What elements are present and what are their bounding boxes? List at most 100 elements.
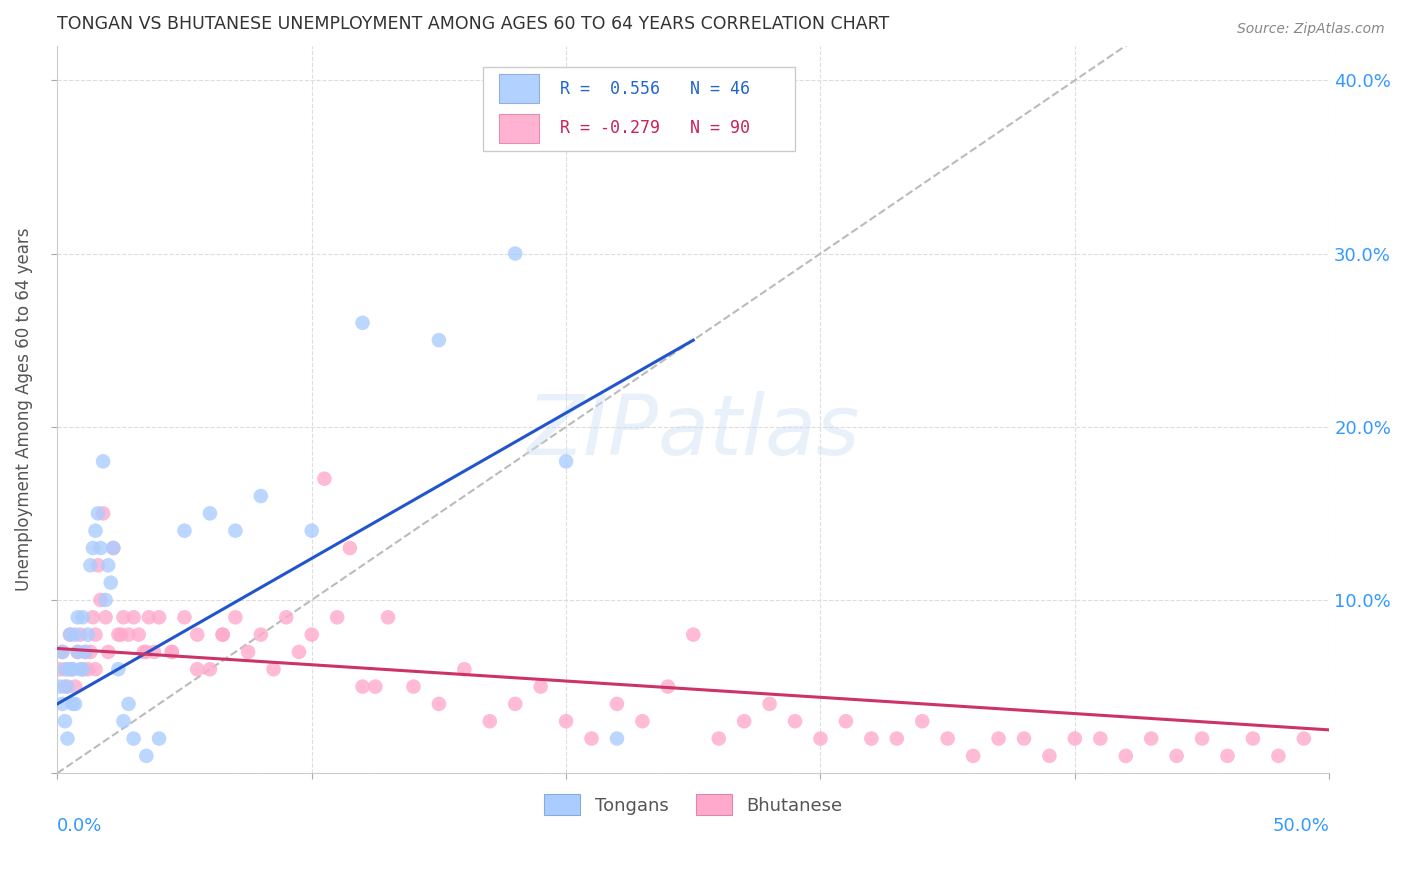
Point xyxy=(860,731,883,746)
Point xyxy=(160,645,183,659)
Point xyxy=(63,697,86,711)
Point xyxy=(63,680,86,694)
Point xyxy=(911,714,934,729)
Point xyxy=(1292,731,1315,746)
Point xyxy=(987,731,1010,746)
Point xyxy=(103,541,125,555)
Point xyxy=(453,662,475,676)
Point xyxy=(186,662,208,676)
Text: Source: ZipAtlas.com: Source: ZipAtlas.com xyxy=(1237,22,1385,37)
Point xyxy=(148,731,170,746)
Point xyxy=(122,610,145,624)
Point xyxy=(301,627,323,641)
Point xyxy=(186,627,208,641)
FancyBboxPatch shape xyxy=(499,74,540,103)
Point xyxy=(87,507,110,521)
Point xyxy=(135,645,157,659)
Point xyxy=(962,748,984,763)
Point xyxy=(143,645,166,659)
Point xyxy=(128,627,150,641)
Point xyxy=(198,507,221,521)
Point xyxy=(263,662,285,676)
Point xyxy=(49,680,72,694)
Point xyxy=(352,680,374,694)
Legend: Tongans, Bhutanese: Tongans, Bhutanese xyxy=(537,787,849,822)
Point xyxy=(107,662,129,676)
Point xyxy=(112,714,135,729)
Point xyxy=(503,246,526,260)
Point xyxy=(62,697,84,711)
Point xyxy=(69,627,91,641)
Point xyxy=(1166,748,1188,763)
Point xyxy=(110,627,132,641)
Point xyxy=(94,610,117,624)
Point xyxy=(1063,731,1085,746)
Point xyxy=(91,507,114,521)
Point xyxy=(53,680,76,694)
Point xyxy=(326,610,349,624)
Point xyxy=(783,714,806,729)
Point xyxy=(148,610,170,624)
Point xyxy=(97,558,120,573)
Point xyxy=(75,645,97,659)
Point xyxy=(1038,748,1060,763)
Point xyxy=(100,575,122,590)
Point xyxy=(79,645,101,659)
Point xyxy=(352,316,374,330)
Point xyxy=(122,731,145,746)
Point xyxy=(135,748,157,763)
Point xyxy=(503,697,526,711)
Point xyxy=(66,645,89,659)
Point xyxy=(59,662,82,676)
Point xyxy=(427,697,450,711)
Point xyxy=(76,627,98,641)
Point xyxy=(606,731,628,746)
Point xyxy=(66,645,89,659)
Point xyxy=(606,697,628,711)
Point xyxy=(62,662,84,676)
Point xyxy=(173,524,195,538)
Text: 50.0%: 50.0% xyxy=(1272,817,1329,835)
Point xyxy=(132,645,155,659)
Point xyxy=(79,558,101,573)
Point xyxy=(657,680,679,694)
Point xyxy=(72,662,94,676)
Point xyxy=(1241,731,1264,746)
Point xyxy=(581,731,603,746)
Point xyxy=(707,731,730,746)
Point xyxy=(1115,748,1137,763)
Point xyxy=(62,662,84,676)
Text: 0.0%: 0.0% xyxy=(58,817,103,835)
Point xyxy=(82,610,104,624)
Text: R =  0.556   N = 46: R = 0.556 N = 46 xyxy=(560,79,749,98)
Point xyxy=(76,662,98,676)
Point xyxy=(75,645,97,659)
Point xyxy=(117,697,139,711)
Point xyxy=(478,714,501,729)
Point xyxy=(1012,731,1035,746)
Point xyxy=(211,627,233,641)
Point xyxy=(51,645,73,659)
Point xyxy=(91,454,114,468)
Point xyxy=(72,662,94,676)
Point xyxy=(250,489,273,503)
Point xyxy=(1140,731,1163,746)
Point xyxy=(107,627,129,641)
Point xyxy=(103,541,125,555)
Point xyxy=(886,731,908,746)
Point xyxy=(276,610,298,624)
Point xyxy=(250,627,273,641)
Point xyxy=(66,610,89,624)
Point xyxy=(555,714,578,729)
Point xyxy=(112,610,135,624)
Point xyxy=(314,472,336,486)
Point xyxy=(427,333,450,347)
Point xyxy=(733,714,755,729)
Point xyxy=(198,662,221,676)
Point xyxy=(72,610,94,624)
Point xyxy=(1191,731,1213,746)
Text: R = -0.279   N = 90: R = -0.279 N = 90 xyxy=(560,120,749,137)
Point xyxy=(117,627,139,641)
Point xyxy=(97,645,120,659)
Point xyxy=(1090,731,1112,746)
